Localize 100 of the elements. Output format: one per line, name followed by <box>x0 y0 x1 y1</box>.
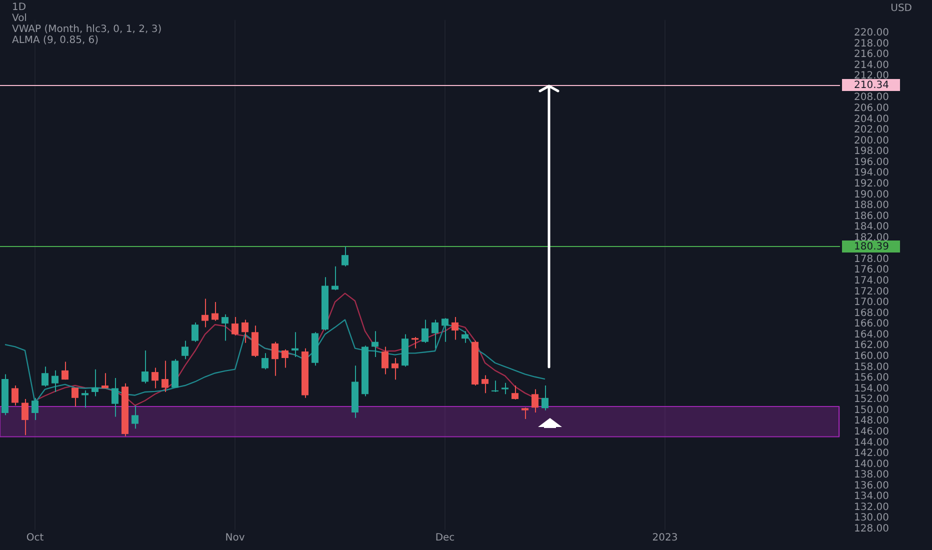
y-tick-label: 190.00 <box>854 189 889 200</box>
candlestick <box>492 380 498 392</box>
candlestick <box>252 325 258 358</box>
candlestick <box>152 367 158 389</box>
candlestick <box>72 387 78 408</box>
candlestick <box>242 319 248 344</box>
annotation: ALMA (9, 0.85, 6) <box>12 35 100 46</box>
x-tick-label: 2023 <box>652 532 678 544</box>
y-tick-label: 172.00 <box>854 286 889 298</box>
y-tick-label: 204.00 <box>854 114 889 125</box>
candlestick <box>452 316 458 340</box>
candlestick <box>422 319 428 344</box>
annotation: VWAP (Month, hlc3, 0, 1, 2, 3) <box>12 24 162 35</box>
candlestick <box>332 266 338 291</box>
candlestick <box>52 370 58 392</box>
candlestick <box>102 372 108 389</box>
y-tick-label: 206.00 <box>854 103 889 114</box>
y-tick-label: 160.00 <box>854 351 889 362</box>
candlestick <box>522 407 528 420</box>
y-tick-label: 208.00 <box>854 92 889 104</box>
candlestick <box>412 336 418 349</box>
x-tick-label: Oct <box>26 532 44 544</box>
candlestick <box>432 319 438 349</box>
y-tick-label: 154.00 <box>854 383 889 394</box>
candlestick <box>392 358 398 380</box>
candlestick <box>132 404 138 430</box>
candlestick <box>162 360 168 392</box>
y-tick-label: 212.00 <box>854 70 889 82</box>
candlestick <box>372 330 378 358</box>
y-tick-label: 136.00 <box>854 480 889 492</box>
y-tick-label: 150.00 <box>854 404 889 416</box>
candlestick <box>22 398 28 436</box>
candlestick <box>42 366 48 388</box>
y-tick-label: 138.00 <box>854 470 889 481</box>
candlestick <box>542 385 548 411</box>
y-tick-label: 216.00 <box>854 49 889 60</box>
annotation: Vol <box>12 13 28 24</box>
y-tick-label: 192.00 <box>854 178 889 190</box>
candlestick <box>12 385 18 406</box>
y-tick-label: 196.00 <box>854 156 889 168</box>
candlestick <box>292 332 298 358</box>
candlestick <box>182 340 188 360</box>
y-tick-label: 178.00 <box>854 254 889 265</box>
y-tick-label: 164.00 <box>854 329 889 340</box>
candlestick <box>192 322 198 342</box>
y-tick-label: 142.00 <box>854 448 889 460</box>
candlestick <box>262 352 268 370</box>
ref-line-label: 210.34 <box>854 80 889 92</box>
y-tick-label: 202.00 <box>854 124 889 136</box>
y-tick-label: 176.00 <box>854 264 889 276</box>
candlestick <box>142 350 148 384</box>
candlestick <box>382 346 388 375</box>
x-tick-label: Nov <box>225 532 245 544</box>
candlestick <box>272 341 278 376</box>
candlestick <box>482 374 488 394</box>
y-tick-label: 188.00 <box>854 200 889 212</box>
y-tick-label: 186.00 <box>854 210 889 222</box>
candlestick <box>532 388 538 413</box>
y-tick-label: 144.00 <box>854 437 889 448</box>
y-tick-label: 152.00 <box>854 394 889 406</box>
y-tick-label: 162.00 <box>854 340 889 352</box>
y-tick-label: 166.00 <box>854 318 889 330</box>
y-tick-label: 170.00 <box>854 297 889 308</box>
y-tick-label: 140.00 <box>854 458 889 470</box>
y-tick-label: 218.00 <box>854 38 889 50</box>
y-tick-label: 134.00 <box>854 491 889 502</box>
y-tick-label: 156.00 <box>854 372 889 384</box>
candlestick <box>82 390 88 408</box>
candlestick <box>212 301 218 322</box>
y-tick-label: 194.00 <box>854 168 889 179</box>
candlestick <box>32 397 38 421</box>
candlestick <box>512 385 518 400</box>
y-tick-label: 146.00 <box>854 426 889 438</box>
y-tick-label: 168.00 <box>854 308 889 319</box>
candlestick <box>282 348 288 368</box>
y-tick-label: 128.00 <box>854 524 889 535</box>
chart-title: 1D <box>12 2 28 13</box>
y-tick-label: 220.00 <box>854 28 889 39</box>
y-tick-label: 158.00 <box>854 362 889 373</box>
y-tick-label: 130.00 <box>854 512 889 524</box>
candlestick <box>112 377 118 418</box>
x-tick-label: Dec <box>435 532 455 544</box>
candlestick <box>232 316 238 336</box>
candlestick <box>222 314 228 342</box>
y-tick-label: 184.00 <box>854 222 889 233</box>
y-tick-label: 200.00 <box>854 135 889 146</box>
y-tick-label: 174.00 <box>854 276 889 287</box>
y-tick-label: 198.00 <box>854 146 889 158</box>
y-tick-label: 148.00 <box>854 416 889 427</box>
candlestick <box>462 330 468 344</box>
candlestick <box>202 298 208 328</box>
candlestick <box>442 318 448 342</box>
y-tick-label: 214.00 <box>854 60 889 71</box>
candlestick <box>342 246 348 267</box>
candlestick <box>502 382 508 395</box>
candlestick <box>62 361 68 380</box>
candlestick <box>92 368 98 397</box>
ref-line-label: 180.39 <box>854 242 889 253</box>
y-tick-label: 132.00 <box>854 502 889 513</box>
y-tick-label: 182.00 <box>854 232 889 244</box>
